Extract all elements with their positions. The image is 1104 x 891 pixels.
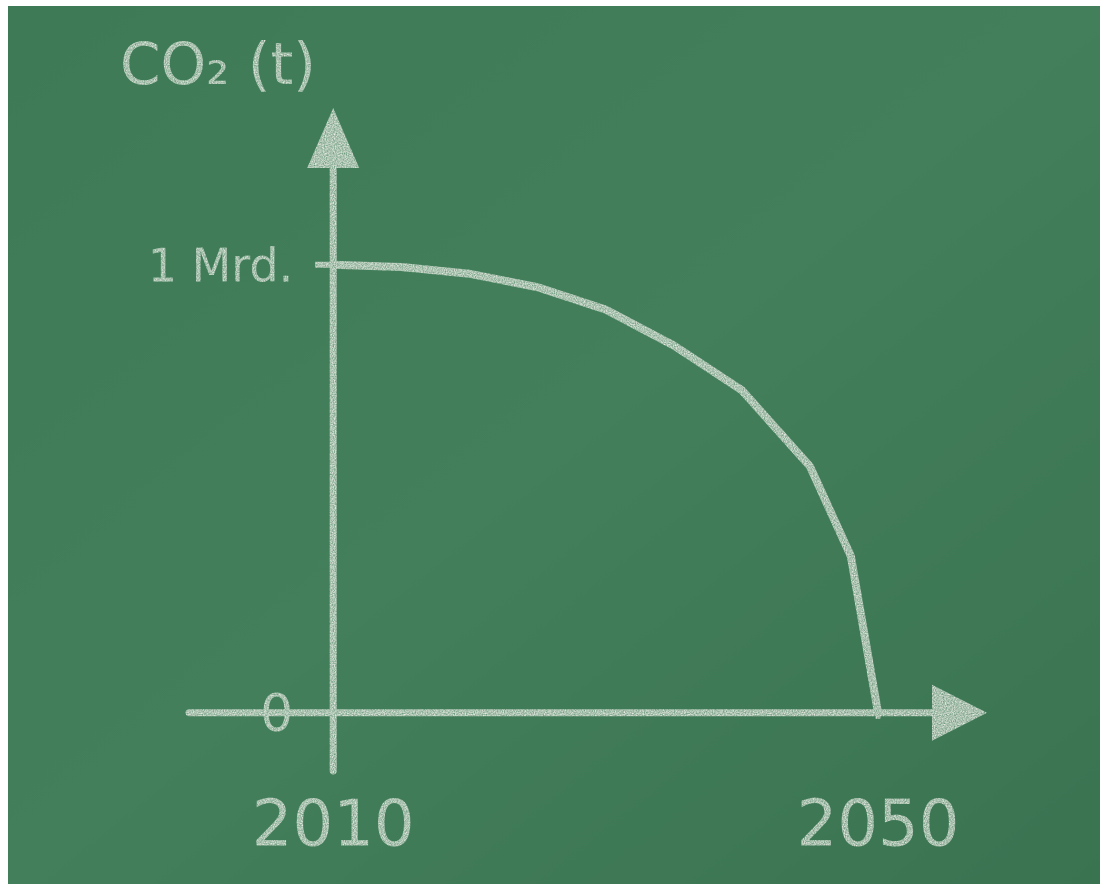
chart: CO₂ (t) 0 1 Mrd. 2010 2050 <box>0 0 1104 891</box>
y-axis-label: CO₂ (t) <box>120 30 316 98</box>
y-tick-label: 1 Mrd. <box>148 238 294 292</box>
x-tick-label: 2050 <box>797 787 960 861</box>
page: CO₂ (t) 01 Mrd.20102050 (() => { const d… <box>0 0 1104 891</box>
chalkboard <box>8 6 1100 884</box>
x-tick-label: 2010 <box>252 787 415 861</box>
y-tick-label: 0 <box>260 684 293 744</box>
